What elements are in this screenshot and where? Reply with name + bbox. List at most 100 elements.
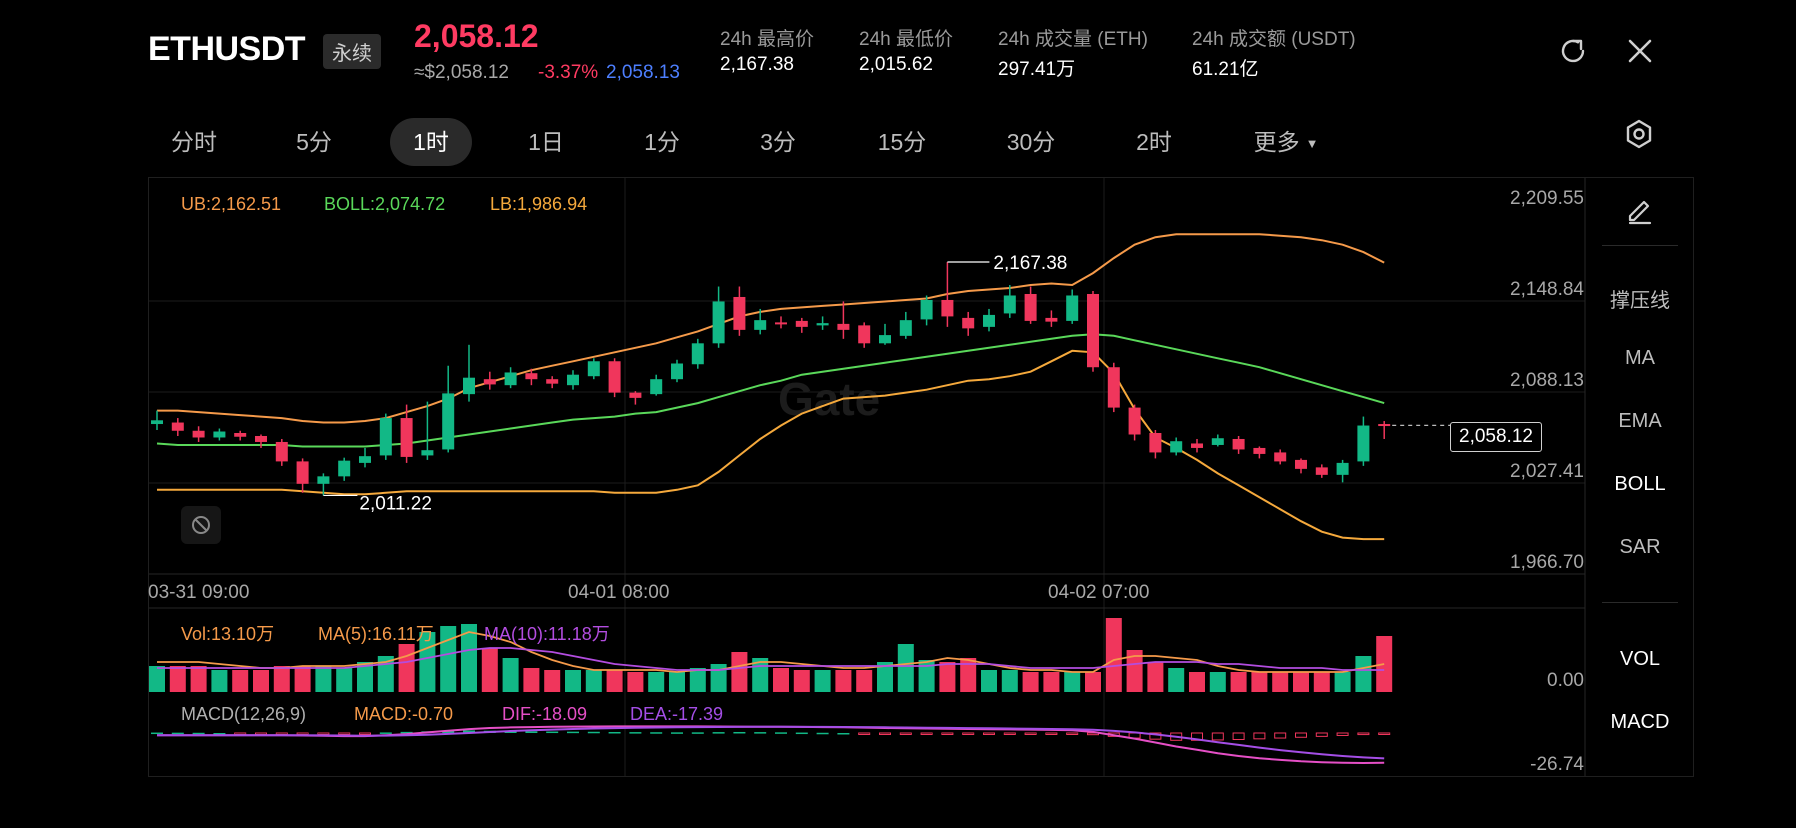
candle-body: [1024, 293, 1037, 321]
candle-body: [421, 450, 434, 456]
volume-bar: [835, 670, 852, 692]
stat-low-label: 24h 最低价: [859, 29, 953, 50]
tab-more[interactable]: 更多 ▼: [1246, 118, 1326, 166]
close-icon[interactable]: [1626, 37, 1654, 65]
stat-turnover-label: 24h 成交额 (USDT): [1192, 29, 1356, 50]
tab-timeline[interactable]: 分时: [171, 129, 217, 155]
macd-bar: [587, 731, 600, 734]
macd-bar: [525, 731, 538, 733]
volume-bar: [939, 662, 956, 692]
chart-tool-button[interactable]: [181, 506, 221, 544]
volume-bar: [1105, 618, 1122, 692]
candle-body: [255, 435, 267, 442]
macd-legend: MACD:-0.70: [354, 704, 454, 724]
boll-lb-legend: LB:1,986.94: [490, 194, 588, 214]
tab-2hour[interactable]: 2时: [1136, 129, 1172, 155]
candle-body: [567, 374, 579, 386]
tool-sar[interactable]: SAR: [1619, 536, 1661, 558]
candle-body: [983, 314, 995, 327]
volume-bar: [669, 672, 685, 692]
macd-bar: [775, 732, 787, 734]
volume-bar: [169, 666, 186, 692]
tool-ma[interactable]: MA: [1625, 347, 1655, 369]
candle-body: [192, 430, 205, 438]
candle-body: [712, 301, 725, 344]
volume-bar: [440, 626, 457, 692]
macd-bar: [338, 732, 351, 735]
candle-body: [379, 418, 392, 456]
draw-pencil-icon[interactable]: [1624, 194, 1656, 226]
tab-1day[interactable]: 1日: [528, 129, 564, 155]
candle-body: [816, 323, 829, 326]
volume-bar: [502, 658, 519, 692]
volume-bar: [1209, 672, 1226, 692]
stat-turnover-value: 61.21亿: [1192, 59, 1259, 80]
macd-bar: [151, 732, 163, 735]
indicator-vol[interactable]: VOL: [1619, 648, 1661, 670]
macd-bar: [899, 732, 912, 735]
candle-body: [1191, 443, 1203, 448]
settings-icon[interactable]: [1622, 117, 1656, 151]
boll-middle-line: [156, 333, 1385, 448]
stat-low-value: 2,015.62: [859, 54, 933, 75]
macd-bar: [920, 732, 933, 735]
vol-ma5-legend: MA(5):16.11万: [318, 624, 434, 644]
tab-30min[interactable]: 30分: [1006, 129, 1056, 155]
candle-body: [1274, 452, 1287, 462]
tool-ema[interactable]: EMA: [1618, 410, 1662, 432]
tab-1min[interactable]: 1分: [644, 129, 680, 155]
volume-bar: [1147, 662, 1164, 692]
x-label: 03-31 09:00: [148, 582, 250, 603]
candle-body: [504, 372, 517, 386]
volume-bar: [1334, 672, 1351, 692]
tab-5min[interactable]: 5分: [296, 129, 332, 155]
candle-body: [1211, 438, 1224, 445]
macd-bar: [1024, 732, 1037, 735]
macd-bar: [1315, 732, 1328, 737]
tab-15min[interactable]: 15分: [877, 129, 927, 155]
candle-body: [899, 320, 912, 336]
mark-price: 2,058.13: [606, 62, 680, 83]
macd-bar: [1232, 732, 1245, 741]
volume-bar: [793, 670, 810, 692]
refresh-icon[interactable]: [1558, 36, 1588, 66]
candle-body: [442, 393, 455, 450]
volume-bar: [1293, 672, 1309, 692]
candle-body: [359, 456, 371, 463]
candle-body: [213, 431, 226, 438]
candle-body: [1087, 293, 1099, 368]
volume-bar: [918, 660, 935, 692]
macd-title-legend: MACD(12,26,9): [181, 704, 307, 724]
macd-bar: [1045, 732, 1058, 735]
candle-body: [1253, 447, 1266, 454]
macd-bar: [1066, 732, 1079, 735]
macd-bar: [983, 732, 995, 735]
volume-bar: [877, 662, 893, 692]
volume-bar: [565, 670, 581, 692]
indicator-macd[interactable]: MACD: [1610, 711, 1670, 733]
tab-3min[interactable]: 3分: [760, 129, 796, 155]
candle-body: [671, 363, 683, 380]
tool-boll[interactable]: BOLL: [1614, 473, 1666, 495]
macd-bar: [712, 732, 725, 734]
candle-body: [879, 335, 891, 344]
volume-bar: [814, 670, 831, 692]
stat-high-label: 24h 最高价: [720, 29, 814, 50]
macd-bar: [400, 731, 413, 734]
stat-volume-label: 24h 成交量 (ETH): [998, 29, 1148, 50]
stat-volume-value: 297.41万: [998, 59, 1076, 80]
volume-bar: [1085, 672, 1101, 692]
macd-bar: [1087, 732, 1099, 736]
tool-support-resistance[interactable]: 撑压线: [1610, 290, 1670, 312]
macd-bar: [192, 732, 205, 735]
y-label: 2,209.55: [1510, 188, 1584, 209]
max-marker-label: 2,167.38: [993, 253, 1067, 274]
volume-bar: [1064, 672, 1081, 692]
volume-bar: [1022, 672, 1039, 692]
volume-bar: [1230, 672, 1247, 692]
macd-bar: [879, 732, 891, 735]
macd-bar: [1295, 732, 1307, 738]
tab-1hour[interactable]: 1时: [390, 118, 472, 166]
candle-body: [151, 420, 163, 425]
